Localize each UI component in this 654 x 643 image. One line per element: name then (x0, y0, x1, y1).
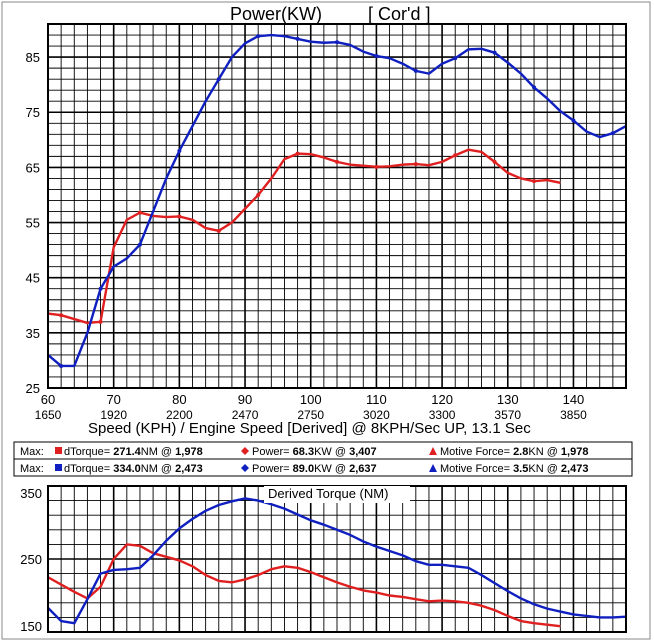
power-series-point (137, 242, 142, 247)
power-series-point (453, 153, 458, 158)
power-series-point (256, 192, 261, 197)
legend-torque: dTorque= 271.4NM @ 1,978 (64, 446, 203, 458)
power-series-point (492, 50, 497, 55)
rpm-tick-label: 2470 (232, 408, 259, 422)
power-series-point (59, 313, 64, 318)
y-tick-label: 25 (26, 381, 40, 396)
legend-power: Power= 68.3KW @ 3,407 (252, 446, 377, 458)
x-tick-label: 70 (106, 392, 120, 407)
x-tick-label: 120 (431, 392, 453, 407)
rpm-tick-label: 1650 (35, 408, 62, 422)
chart-title: Power(KW) (230, 4, 322, 24)
x-tick-label: 60 (41, 392, 55, 407)
power-plot-frame (47, 23, 627, 389)
y-tick-label: 85 (26, 50, 40, 65)
rpm-tick-label: 2750 (297, 408, 324, 422)
power-series-point (610, 131, 615, 136)
x-tick-label: 140 (563, 392, 585, 407)
power-series-point (295, 36, 300, 41)
rpm-tick-label: 3300 (429, 408, 456, 422)
torque-title-box (264, 486, 410, 503)
rpm-tick-label: 3570 (494, 408, 521, 422)
power-series-point (177, 148, 182, 153)
power-series-point (453, 56, 458, 61)
power-series-point (216, 77, 221, 82)
x-axis-label: Speed (KPH) / Engine Speed [Derived] @ 8… (88, 420, 531, 437)
y-tick-label: 35 (26, 326, 40, 341)
power-series-point (532, 85, 537, 90)
torque-y-tick-label: 150 (20, 619, 42, 634)
power-series-point (532, 179, 537, 184)
legend-triangle-marker (429, 447, 437, 455)
x-tick-label: 130 (497, 392, 519, 407)
power-series-point (413, 162, 418, 167)
power-series-point (335, 159, 339, 164)
y-tick-label: 45 (26, 271, 40, 286)
y-tick-label: 55 (26, 216, 40, 231)
rpm-tick-label: 3850 (560, 408, 587, 422)
legend-max-label: Max: (20, 463, 44, 475)
torque-title: Derived Torque (NM) (268, 486, 388, 501)
legend-power: Power= 89.0KW @ 2,637 (252, 463, 377, 475)
chart-title-tag: [ Cor'd ] (368, 4, 430, 24)
power-series-point (374, 164, 379, 169)
rpm-tick-label: 3020 (363, 408, 390, 422)
y-tick-label: 75 (26, 105, 40, 120)
power-plot-grid (48, 24, 626, 388)
legend-force: Motive Force= 3.5KN @ 2,473 (440, 463, 588, 475)
power-series-point (335, 40, 339, 45)
x-tick-label: 90 (238, 392, 252, 407)
power-series-point (98, 286, 103, 291)
power-series-point (216, 228, 221, 233)
torque-series-line-2 (47, 497, 627, 625)
torque-series (47, 497, 627, 628)
torque-series-line-1 (47, 543, 561, 628)
legend-diamond-marker (241, 447, 249, 455)
power-series-point (256, 34, 261, 39)
power-series-point (413, 68, 418, 73)
x-tick-label: 100 (300, 392, 322, 407)
y-tick-label: 65 (26, 160, 40, 175)
x-tick-label: 80 (172, 392, 186, 407)
legend-triangle-marker (429, 464, 437, 472)
legend-max-label: Max: (20, 446, 44, 458)
power-series-point (295, 151, 300, 156)
torque-y-tick-label: 250 (20, 552, 42, 567)
power-series-line-1 (47, 148, 561, 325)
legend-square-marker (55, 464, 62, 471)
x-tick-label: 110 (366, 392, 387, 407)
rpm-tick-label: 1920 (100, 408, 127, 422)
power-series (47, 33, 627, 368)
power-series-point (59, 363, 64, 368)
torque-plot: 150 250 350 Derived Torque (NM) (20, 485, 627, 634)
legend-diamond-marker (241, 464, 249, 472)
power-series-point (374, 53, 379, 58)
torque-y-ticks: 150 250 350 (20, 486, 42, 634)
power-series-point (137, 210, 142, 215)
legend-force: Motive Force= 2.8KN @ 1,978 (440, 446, 588, 458)
power-series-point (571, 118, 576, 123)
power-series-point (492, 159, 497, 164)
max-legend: Max: dTorque= 271.4NM @ 1,978 Power= 68.3K… (13, 441, 633, 477)
rpm-tick-label: 2200 (166, 408, 193, 422)
legend-square-marker (55, 447, 62, 454)
power-y-ticks: 25 35 45 55 65 75 85 (26, 50, 40, 396)
power-series-point (177, 214, 182, 219)
torque-plot-grid (48, 486, 626, 632)
torque-y-tick-label: 350 (20, 486, 42, 501)
power-series-point (98, 319, 103, 324)
legend-torque: dTorque= 334.0NM @ 2,473 (64, 463, 203, 475)
